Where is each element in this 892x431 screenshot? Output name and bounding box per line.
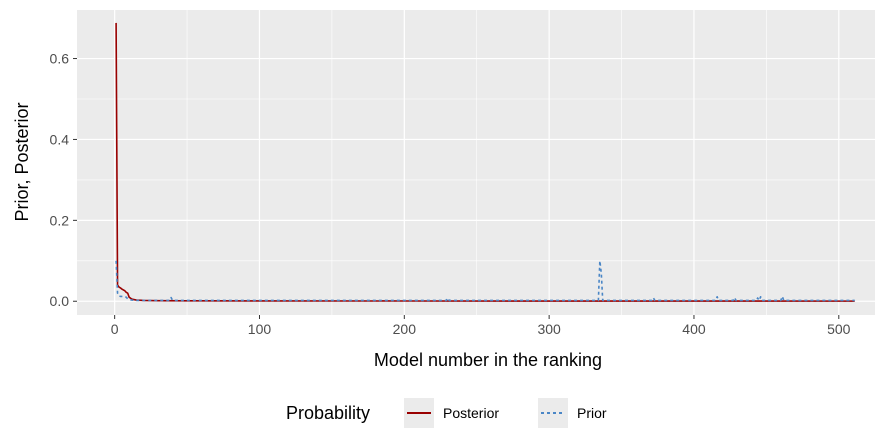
x-axis: 0 100 200 300 400 500 (111, 315, 851, 337)
y-tick-label: 0.4 (50, 131, 70, 147)
panel-background (77, 10, 875, 315)
y-axis: 0.0 0.2 0.4 0.6 (50, 51, 77, 309)
legend-title: Probability (286, 403, 370, 423)
series-line-prior (115, 260, 855, 302)
x-tick-label: 500 (827, 321, 851, 337)
x-tick-label: 0 (111, 321, 119, 337)
legend-label-posterior: Posterior (443, 405, 499, 421)
x-tick-label: 300 (537, 321, 561, 337)
legend: Probability Posterior Prior (286, 398, 607, 428)
y-tick-label: 0.6 (50, 51, 70, 67)
series-layer (115, 22, 855, 302)
x-tick-label: 400 (682, 321, 706, 337)
y-tick-label: 0.2 (50, 212, 70, 228)
y-axis-title: Prior, Posterior (12, 102, 32, 221)
legend-label-prior: Prior (577, 405, 607, 421)
grid-minor (77, 10, 875, 315)
x-axis-title: Model number in the ranking (374, 350, 602, 370)
y-tick-label: 0.0 (50, 293, 70, 309)
x-tick-label: 200 (393, 321, 417, 337)
x-tick-label: 100 (248, 321, 272, 337)
